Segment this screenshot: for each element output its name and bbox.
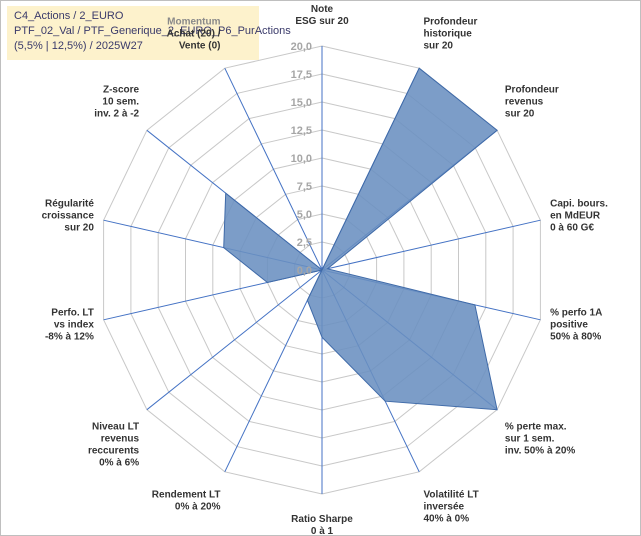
tick-label: 10,0 xyxy=(291,153,312,165)
axis-label: Volatilité LT xyxy=(424,490,479,501)
axis-label: Rendement LT xyxy=(152,490,221,501)
axis-label: Ratio Sharpe xyxy=(291,514,353,525)
axis-label: -8% à 12% xyxy=(45,332,94,343)
axis-spoke xyxy=(321,219,541,271)
axis-label: sur 20 xyxy=(505,109,535,120)
axis-spoke xyxy=(224,67,323,271)
axis-label: % perfo 1A xyxy=(550,308,602,319)
axis-label: 0 à 60 G€ xyxy=(550,222,594,233)
tick-label: 17,5 xyxy=(291,69,312,81)
axis-label: croissance xyxy=(42,210,95,221)
axis-label: 50% à 80% xyxy=(550,332,601,343)
tick-label: 7,5 xyxy=(297,181,312,193)
axis-label: revenus xyxy=(505,97,544,108)
axis-label: Z-score xyxy=(103,85,140,96)
axis-label: inv. 50% à 20% xyxy=(505,445,576,456)
axis-label: Vente (0) xyxy=(179,40,221,51)
axis-label: inversée xyxy=(424,502,465,513)
tick-label: 2,5 xyxy=(297,237,312,249)
tick-label: 15,0 xyxy=(291,97,312,109)
axis-spoke xyxy=(224,269,323,473)
axis-label: reccurents xyxy=(88,445,140,456)
tick-label: 20,0 xyxy=(291,41,312,53)
axis-label: 0 à 1 xyxy=(311,526,334,536)
axis-label: revenus xyxy=(101,433,140,444)
axis-label: % perte max. xyxy=(505,421,567,432)
header-line-3: (5,5% | 12,5%) / 2025W27 xyxy=(14,40,143,52)
tick-label: 12,5 xyxy=(291,125,312,137)
axis-label: Profondeur xyxy=(424,16,478,27)
axis-label: Capi. bours. xyxy=(550,198,608,209)
axis-label: 40% à 0% xyxy=(424,514,470,525)
axis-label: sur 20 xyxy=(64,222,94,233)
axis-label: Régularité xyxy=(45,198,94,209)
axis-label: historique xyxy=(424,28,473,39)
header-line-1: C4_Actions / 2_EURO xyxy=(14,10,124,22)
axis-label: ESG sur 20 xyxy=(295,16,349,27)
axis-label: Note xyxy=(311,4,334,15)
series-area xyxy=(223,67,498,411)
axis-label: Niveau LT xyxy=(92,421,139,432)
axis-label: Perfo. LT xyxy=(51,308,94,319)
tick-label: 0,0 xyxy=(297,265,312,277)
axis-label: Momentum xyxy=(167,16,220,27)
axis-spoke xyxy=(146,269,323,411)
axis-label: positive xyxy=(550,320,588,331)
axis-label: sur 1 sem. xyxy=(505,433,555,444)
axis-label: Achat (20) / xyxy=(167,28,221,39)
axis-label: sur 20 xyxy=(424,40,454,51)
axis-label: en MdEUR xyxy=(550,210,601,221)
axis-label: vs index xyxy=(54,320,94,331)
axis-label: inv. 2 à -2 xyxy=(94,109,139,120)
axis-label: 10 sem. xyxy=(102,97,139,108)
header-line-2: PTF_02_Val / PTF_Generique_2_EURO_P6_Pur… xyxy=(14,25,291,37)
axis-label: 0% à 20% xyxy=(175,502,221,513)
tick-label: 5,0 xyxy=(297,209,312,221)
axis-label: 0% à 6% xyxy=(99,457,139,468)
axis-label: Profondeur xyxy=(505,85,559,96)
chart-header: C4_Actions / 2_EURO PTF_02_Val / PTF_Gen… xyxy=(7,6,291,60)
